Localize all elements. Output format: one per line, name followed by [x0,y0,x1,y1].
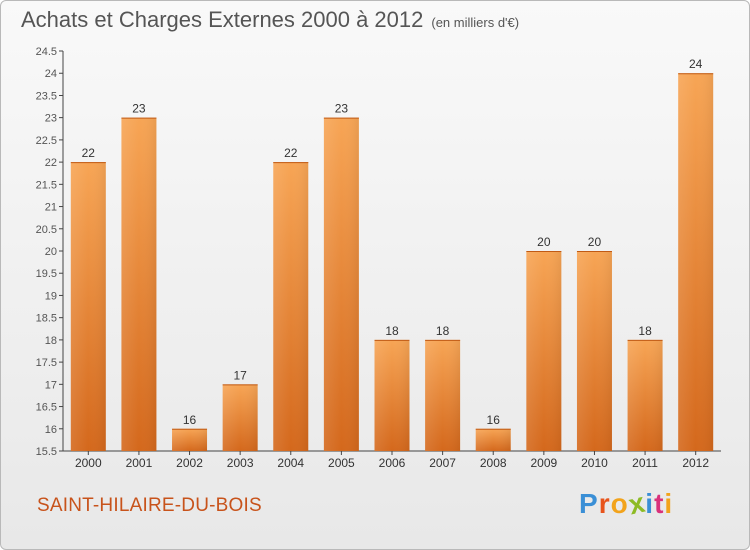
place-name: SAINT-HILAIRE-DU-BOIS [37,495,262,516]
y-tick-label: 21 [45,202,57,214]
y-tick-label: 21.5 [36,179,57,191]
bar-shine [576,251,612,451]
y-tick-label: 24.5 [36,46,57,58]
bar-shine [678,73,714,451]
x-tick-label: 2003 [227,456,254,470]
chart-title: Achats et Charges Externes 2000 à 2012 (e… [21,7,519,33]
data-label: 16 [183,413,197,427]
bar-shine [475,428,511,451]
logo-letter: t [654,488,665,519]
data-label: 18 [385,324,399,338]
x-tick-label: 2005 [328,456,355,470]
data-label: 16 [487,413,501,427]
bar-shine [172,428,208,451]
data-label: 18 [436,324,450,338]
x-tick-label: 2012 [682,456,709,470]
x-tick-label: 2001 [126,456,153,470]
y-tick-label: 18.5 [36,313,57,325]
y-tick-label: 16 [45,424,57,436]
data-label: 17 [233,368,247,382]
x-tick-label: 2008 [480,456,507,470]
x-tick-label: 2011 [632,456,658,470]
data-label: 23 [335,102,349,116]
x-tick-label: 2009 [530,456,557,470]
y-tick-label: 16.5 [36,402,57,414]
data-label: 18 [638,324,652,338]
y-tick-label: 17.5 [36,357,57,369]
title-text: Achats et Charges Externes 2000 à 2012 [21,7,424,32]
y-tick-label: 19.5 [36,268,57,280]
axes: 15.5 16 16.5 17 17.5 18 18.5 19 19.5 20 20.5 21 21.5… [36,46,721,470]
y-tick-label: 22 [45,157,57,169]
bar-shine [273,162,309,451]
bar-shine [121,117,157,452]
logo-letter: P [579,488,599,519]
x-tick-label: 2000 [75,456,102,470]
x-tick-label: 2007 [429,456,456,470]
bar-shine [526,251,562,451]
y-tick-label: 20 [45,246,57,258]
logo-letter: r [598,488,611,519]
data-label: 23 [132,102,146,116]
bars: 22 23 16 17 22 23 18 18 16 20 20 18 24 [70,57,714,452]
x-tick-label: 2006 [379,456,406,470]
bar-shine [70,162,106,451]
x-tick-label: 2004 [277,456,304,470]
data-label: 22 [284,146,298,160]
bar-shine [425,339,461,451]
bar-shine [323,117,359,452]
bar-shine [627,339,663,451]
y-tick-label: 23.5 [36,90,57,102]
logo-letter: i [664,488,674,519]
logo-letter: o [610,488,629,519]
x-tick-label: 2002 [176,456,203,470]
y-tick-label: 23 [45,113,57,125]
y-tick-label: 15.5 [36,446,57,458]
y-tick-label: 17 [45,379,57,391]
y-tick-label: 22.5 [36,135,57,147]
data-label: 20 [588,235,602,249]
data-label: 22 [82,146,96,160]
bar-shine [374,339,410,451]
bar-shine [222,384,258,451]
logo-letter: i [645,488,655,519]
data-label: 24 [689,57,703,71]
y-tick-label: 24 [45,68,57,80]
title-unit: (en milliers d'€) [431,15,520,30]
x-tick-label: 2010 [581,456,608,470]
y-tick-label: 19 [45,290,57,302]
proxiti-logo: Proxiti [579,487,674,521]
y-tick-label: 20.5 [36,224,57,236]
y-tick-label: 18 [45,335,57,347]
data-label: 20 [537,235,551,249]
